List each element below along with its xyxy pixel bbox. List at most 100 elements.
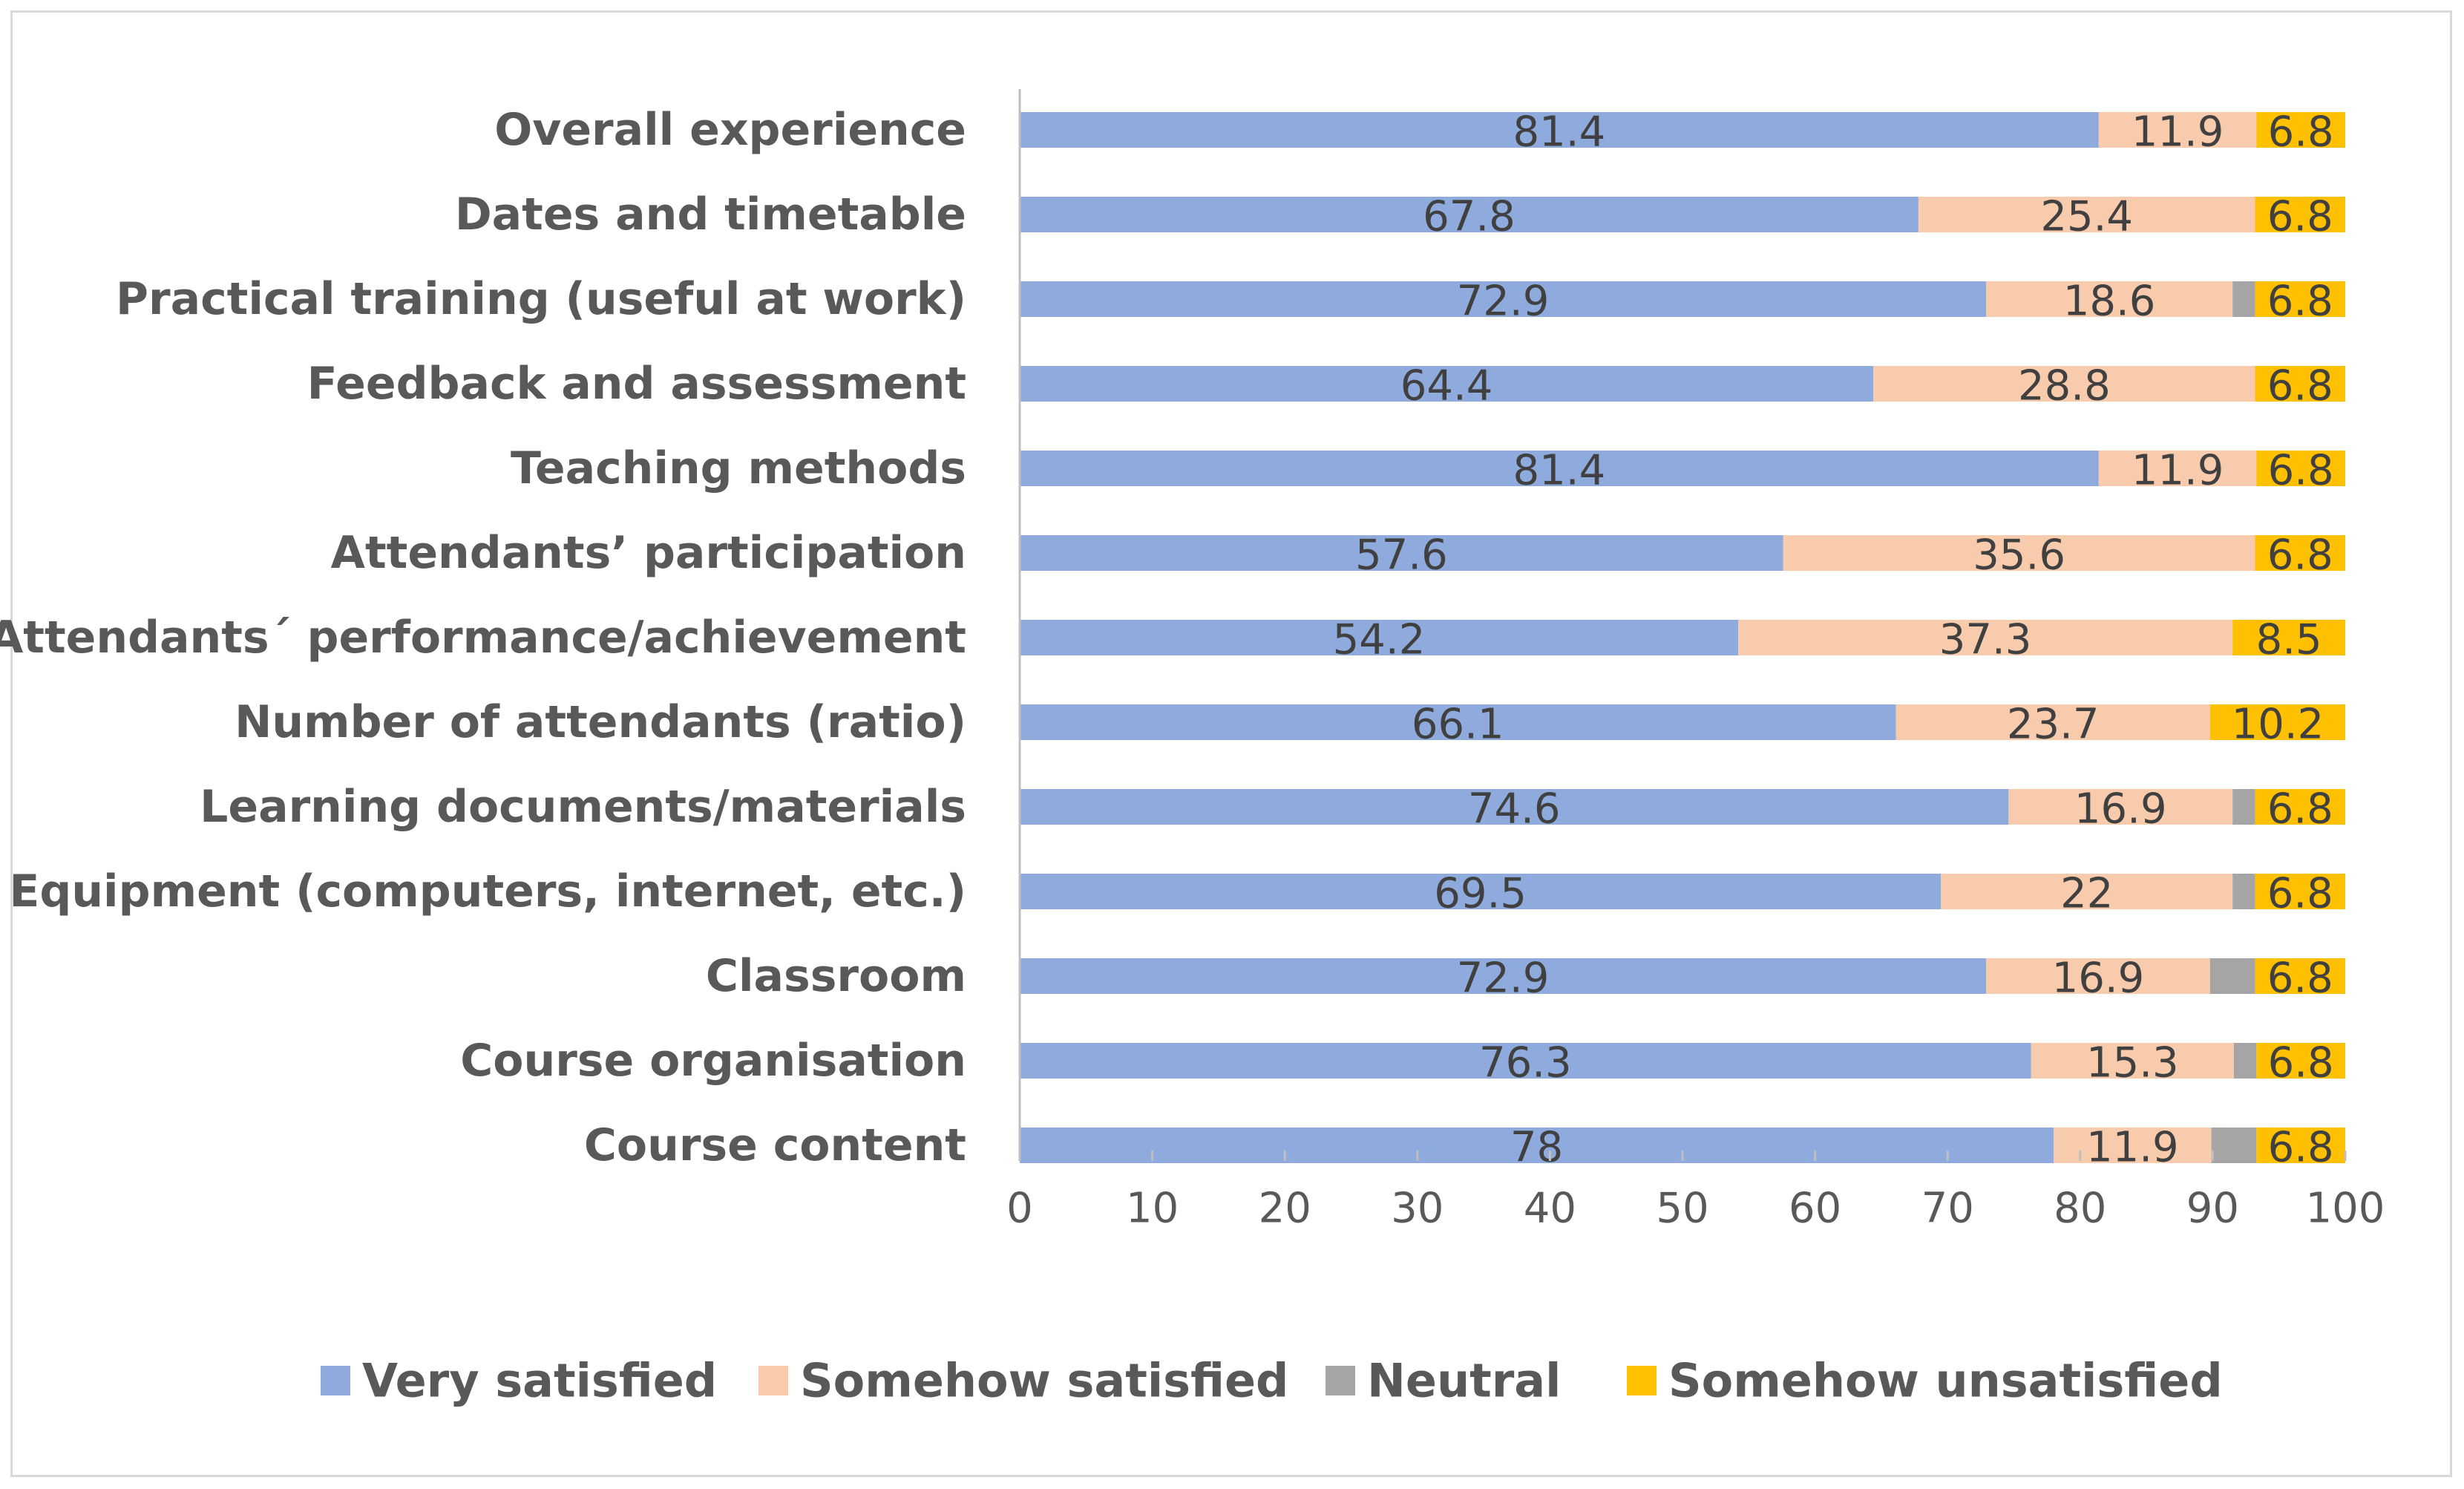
- bar-somehow-unsatisfied-learning-documents-materials: [2255, 789, 2345, 825]
- bar-very-satisfied-course-organisation: [1020, 1043, 2031, 1079]
- bar-very-satisfied-classroom: [1020, 958, 1986, 994]
- bar-somehow-satisfied-teaching-methods: [2098, 451, 2257, 486]
- bar-somehow-satisfied-learning-documents-materials: [2008, 789, 2233, 825]
- x-tick-label-50: 50: [1656, 1185, 1708, 1233]
- category-label-equipment-computers-internet-etc: Equipment (computers, internet, etc.): [9, 865, 966, 917]
- data-label-very-satisfied-number-of-attendants-ratio: 66.1: [1412, 701, 1504, 749]
- data-label-somehow-satisfied-dates-and-timetable: 25.4: [2040, 193, 2133, 241]
- bar-very-satisfied-learning-documents-materials: [1020, 789, 2009, 825]
- category-label-number-of-attendants-ratio: Number of attendants (ratio): [235, 696, 966, 748]
- bar-neutral-equipment-computers-internet-etc: [2232, 874, 2255, 909]
- data-label-very-satisfied-teaching-methods: 81.4: [1513, 447, 1606, 495]
- bar-somehow-unsatisfied-equipment-computers-internet-etc: [2255, 874, 2345, 909]
- category-label-teaching-methods: Teaching methods: [511, 442, 966, 494]
- data-label-somehow-unsatisfied-practical-training-useful-at-work: 6.8: [2267, 278, 2333, 326]
- bar-neutral-course-content: [2211, 1128, 2257, 1163]
- bar-somehow-unsatisfied-overall-experience: [2256, 112, 2345, 148]
- bar-somehow-satisfied-classroom: [1985, 958, 2210, 994]
- x-tick-label-0: 0: [1006, 1185, 1033, 1233]
- x-tick-label-70: 70: [1921, 1185, 1974, 1233]
- data-label-very-satisfied-equipment-computers-internet-etc: 69.5: [1434, 870, 1527, 918]
- legend: Very satisfied Somehow satisfied Neutral So…: [321, 1354, 2223, 1408]
- bar-very-satisfied-teaching-methods: [1020, 451, 2099, 486]
- category-label-attendants-performance-achievement: Attendants´ performance/achievement: [0, 612, 966, 664]
- data-label-somehow-satisfied-course-organisation: 15.3: [2086, 1039, 2179, 1087]
- legend-swatch-somehow-unsatisfied: [1627, 1366, 1657, 1395]
- bar-very-satisfied-overall-experience: [1020, 112, 2099, 148]
- x-tick-label-40: 40: [1524, 1185, 1576, 1233]
- chart-frame: [10, 10, 2452, 1477]
- x-tick-label-60: 60: [1789, 1185, 1841, 1233]
- data-label-somehow-unsatisfied-learning-documents-materials: 6.8: [2267, 785, 2333, 834]
- legend-label-somehow-unsatisfied: Somehow unsatisfied: [1668, 1354, 2223, 1408]
- data-label-somehow-satisfied-practical-training-useful-at-work: 18.6: [2063, 278, 2156, 326]
- bar-somehow-satisfied-number-of-attendants-ratio: [1895, 704, 2210, 740]
- legend-label-very-satisfied: Very satisfied: [362, 1354, 717, 1408]
- data-label-very-satisfied-classroom: 72.9: [1457, 955, 1550, 1003]
- bar-somehow-unsatisfied-course-content: [2256, 1128, 2345, 1163]
- data-label-somehow-unsatisfied-overall-experience: 6.8: [2268, 108, 2334, 157]
- data-label-somehow-satisfied-overall-experience: 11.9: [2132, 108, 2224, 157]
- data-label-somehow-unsatisfied-teaching-methods: 6.8: [2268, 447, 2334, 495]
- data-label-very-satisfied-practical-training-useful-at-work: 72.9: [1457, 278, 1550, 326]
- bar-somehow-unsatisfied-number-of-attendants-ratio: [2209, 704, 2345, 740]
- bar-somehow-satisfied-practical-training-useful-at-work: [1985, 281, 2233, 317]
- data-label-somehow-satisfied-number-of-attendants-ratio: 23.7: [2007, 701, 2100, 749]
- bar-very-satisfied-number-of-attendants-ratio: [1020, 704, 1896, 740]
- data-label-somehow-satisfied-feedback-and-assessment: 28.8: [2018, 362, 2111, 410]
- category-label-course-content: Course content: [584, 1119, 966, 1171]
- bars-layer: [1020, 112, 2345, 1163]
- legend-swatch-somehow-satisfied: [758, 1366, 788, 1395]
- category-labels-layer: Overall experience Dates and timetable Pra…: [0, 104, 966, 1171]
- data-label-somehow-unsatisfied-course-content: 6.8: [2268, 1124, 2334, 1172]
- bar-neutral-classroom: [2209, 958, 2255, 994]
- bar-somehow-satisfied-overall-experience: [2098, 112, 2257, 148]
- bar-somehow-unsatisfied-attendants-participation: [2255, 535, 2345, 571]
- data-label-somehow-satisfied-attendants-participation: 35.6: [1973, 531, 2065, 580]
- category-label-overall-experience: Overall experience: [494, 104, 966, 156]
- legend-swatch-neutral: [1326, 1366, 1355, 1395]
- data-label-somehow-satisfied-attendants-performance-achievement: 37.3: [1939, 616, 2032, 664]
- category-label-classroom: Classroom: [706, 950, 966, 1002]
- bar-neutral-practical-training-useful-at-work: [2232, 281, 2255, 317]
- bar-neutral-learning-documents-materials: [2232, 789, 2255, 825]
- data-label-very-satisfied-dates-and-timetable: 67.8: [1423, 193, 1516, 241]
- data-label-somehow-satisfied-learning-documents-materials: 16.9: [2074, 785, 2167, 834]
- data-label-somehow-unsatisfied-classroom: 6.8: [2267, 955, 2333, 1003]
- bar-somehow-satisfied-equipment-computers-internet-etc: [1941, 874, 2233, 909]
- bar-somehow-satisfied-course-organisation: [2031, 1043, 2234, 1079]
- category-label-feedback-and-assessment: Feedback and assessment: [307, 358, 966, 410]
- bar-somehow-satisfied-attendants-performance-achievement: [1738, 620, 2233, 655]
- x-axis: 0 10 20 30 40 50 60 70 80 90 100: [1006, 89, 2385, 1233]
- bar-somehow-satisfied-dates-and-timetable: [1918, 197, 2255, 232]
- category-label-practical-training-useful-at-work: Practical training (useful at work): [116, 273, 966, 325]
- data-label-somehow-unsatisfied-feedback-and-assessment: 6.8: [2267, 362, 2333, 410]
- bar-very-satisfied-attendants-performance-achievement: [1020, 620, 1739, 655]
- category-label-course-organisation: Course organisation: [460, 1035, 966, 1087]
- data-label-somehow-satisfied-classroom: 16.9: [2052, 955, 2145, 1003]
- category-label-dates-and-timetable: Dates and timetable: [455, 189, 966, 240]
- data-label-very-satisfied-course-organisation: 76.3: [1479, 1039, 1572, 1087]
- category-label-attendants-participation: Attendants’ participation: [331, 527, 966, 579]
- bar-somehow-unsatisfied-teaching-methods: [2256, 451, 2345, 486]
- bar-somehow-satisfied-attendants-participation: [1783, 535, 2255, 571]
- bar-somehow-unsatisfied-course-organisation: [2256, 1043, 2345, 1079]
- legend-label-somehow-satisfied: Somehow satisfied: [800, 1354, 1288, 1408]
- legend-swatch-very-satisfied: [321, 1366, 350, 1395]
- bar-somehow-unsatisfied-dates-and-timetable: [2255, 197, 2345, 232]
- data-label-somehow-unsatisfied-course-organisation: 6.8: [2268, 1039, 2334, 1087]
- bar-somehow-unsatisfied-classroom: [2255, 958, 2345, 994]
- x-tick-label-80: 80: [2054, 1185, 2106, 1233]
- x-tick-label-30: 30: [1391, 1185, 1444, 1233]
- data-label-somehow-satisfied-teaching-methods: 11.9: [2132, 447, 2224, 495]
- bar-somehow-satisfied-feedback-and-assessment: [1873, 366, 2255, 402]
- data-label-somehow-unsatisfied-dates-and-timetable: 6.8: [2267, 193, 2333, 241]
- bar-very-satisfied-feedback-and-assessment: [1020, 366, 1874, 402]
- bar-very-satisfied-course-content: [1020, 1128, 2054, 1163]
- bar-very-satisfied-attendants-participation: [1020, 535, 1783, 571]
- x-tick-label-90: 90: [2186, 1185, 2239, 1233]
- data-label-somehow-unsatisfied-number-of-attendants-ratio: 10.2: [2232, 701, 2324, 749]
- bar-very-satisfied-dates-and-timetable: [1020, 197, 1919, 232]
- data-label-very-satisfied-course-content: 78: [1510, 1124, 1563, 1172]
